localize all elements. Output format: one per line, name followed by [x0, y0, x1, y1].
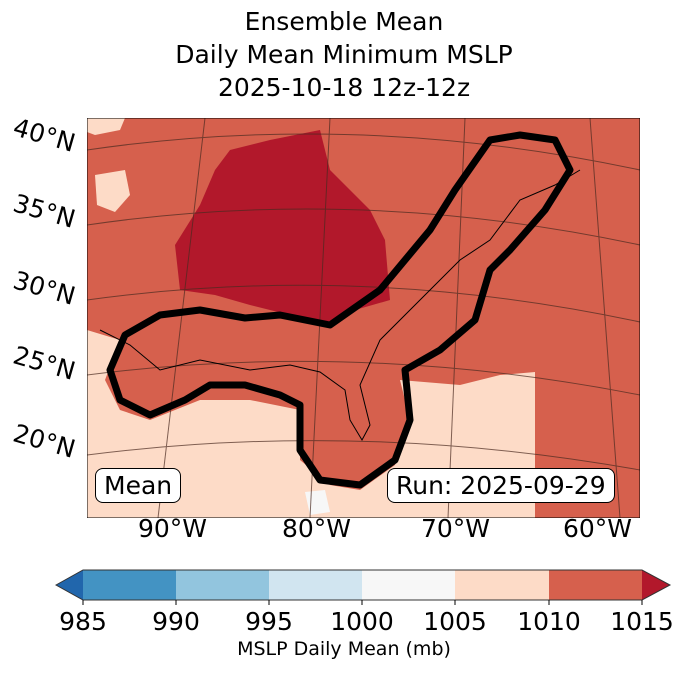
map	[87, 118, 640, 518]
lon-label: 90°W	[138, 514, 208, 543]
colorbar-tick: 1000	[330, 607, 394, 636]
colorbar-bin	[269, 570, 362, 600]
colorbar-tick: 985	[59, 607, 107, 636]
lat-label: 40°N	[10, 112, 79, 158]
colorbar-tick: 1005	[423, 607, 487, 636]
colorbar-tick: 995	[245, 607, 293, 636]
coastline	[99, 169, 581, 442]
colorbar-bin	[176, 570, 269, 600]
title-line-1: Ensemble Mean	[244, 7, 444, 36]
title-line-3: 2025-10-18 12z-12z	[217, 73, 471, 102]
colorbar-extend-low	[56, 570, 83, 600]
lon-label: 60°W	[563, 514, 633, 543]
lat-label: 35°N	[10, 188, 79, 234]
colorbar-bin	[549, 570, 642, 600]
colorbar-tick: 1015	[610, 607, 674, 636]
lat-label: 20°N	[10, 418, 79, 464]
colorbar-label: MSLP Daily Mean (mb)	[237, 638, 451, 660]
title-line-2: Daily Mean Minimum MSLP	[175, 40, 513, 69]
colorbar-bin	[362, 570, 455, 600]
colorbar-extend-high	[642, 570, 670, 600]
pale-patch	[95, 170, 130, 212]
lat-label: 25°N	[10, 340, 79, 386]
lon-label: 70°W	[421, 514, 491, 543]
colorbar-bin	[455, 570, 549, 600]
colorbar-tick: 1010	[517, 607, 581, 636]
pale-patch	[87, 118, 125, 135]
colorbar-tick: 990	[152, 607, 200, 636]
lon-label: 80°W	[282, 514, 352, 543]
colorbar-bin	[83, 570, 176, 600]
colorbar	[54, 569, 672, 605]
high-pressure-region	[175, 130, 390, 325]
contour-line	[106, 131, 574, 489]
mean-label: Mean	[95, 468, 182, 503]
lat-label: 30°N	[10, 265, 79, 311]
run-label: Run: 2025-09-29	[387, 468, 615, 503]
